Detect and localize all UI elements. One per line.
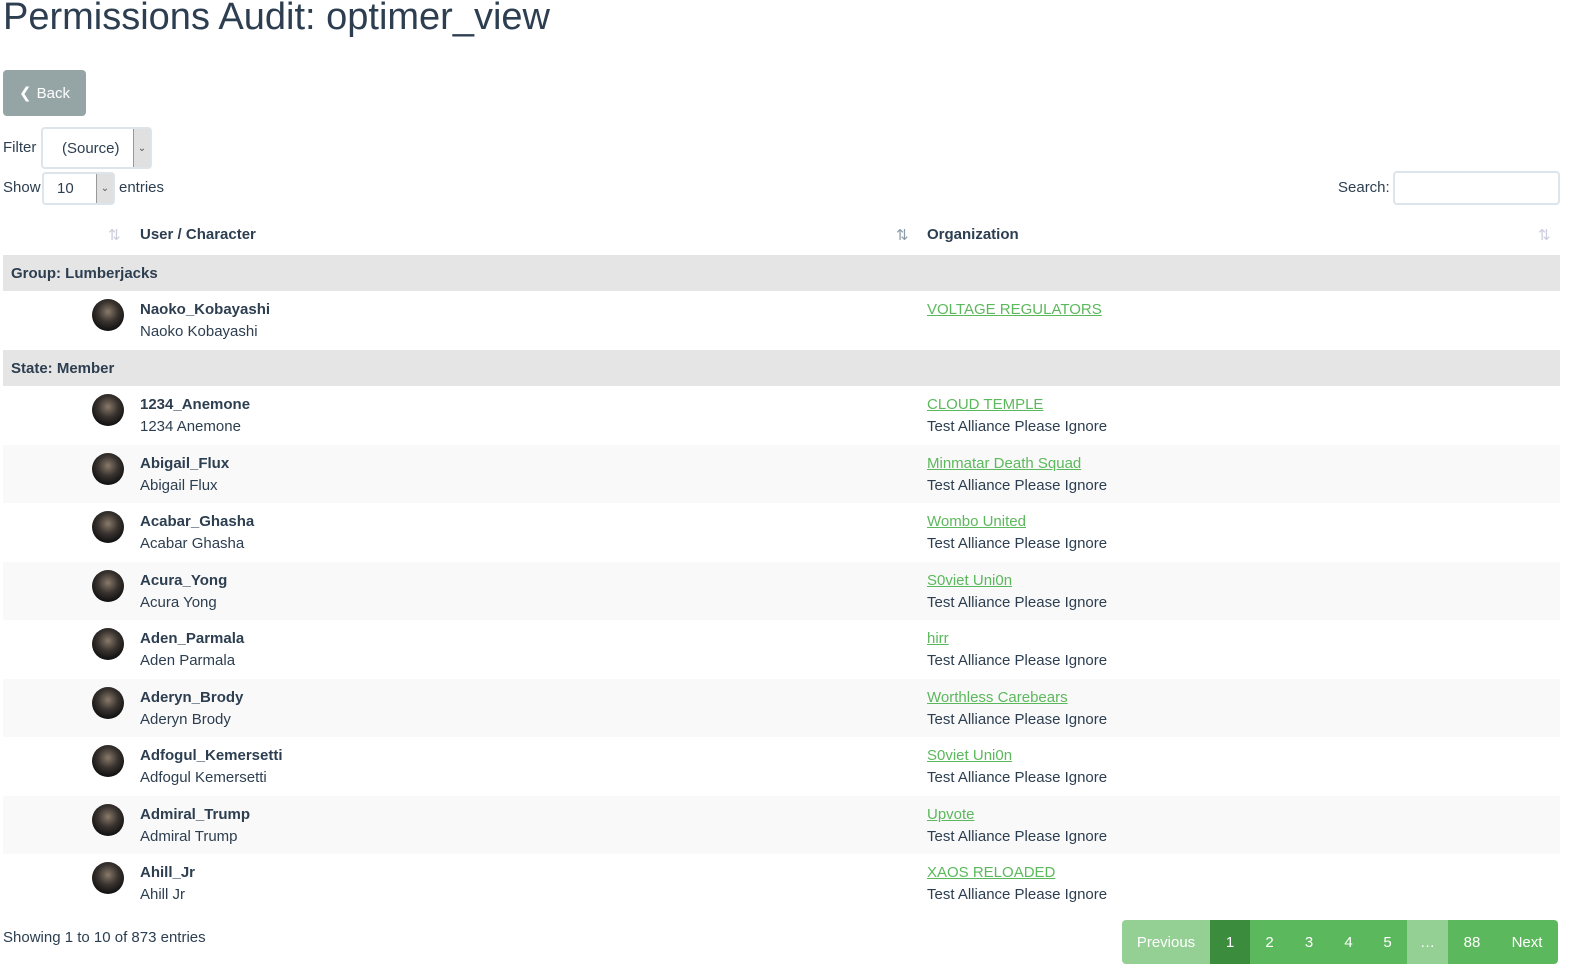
character-name: Admiral Trump bbox=[140, 827, 238, 845]
organization-link[interactable]: Upvote bbox=[927, 805, 975, 823]
user-name: Acura_Yong bbox=[140, 571, 228, 589]
page-button[interactable]: 3 bbox=[1289, 920, 1329, 964]
organization-link[interactable]: CLOUD TEMPLE bbox=[927, 396, 1044, 413]
column-user-character[interactable]: User / Character bbox=[140, 226, 256, 243]
sort-icon[interactable]: ⇅ bbox=[108, 227, 121, 244]
organization-link[interactable]: hirr bbox=[927, 630, 949, 647]
character-name: Aderyn Brody bbox=[140, 710, 231, 728]
group-header: Group: Lumberjacks bbox=[3, 255, 1560, 291]
sort-icon[interactable]: ⇅ bbox=[1538, 227, 1551, 244]
page-button[interactable]: 5 bbox=[1368, 920, 1407, 964]
alliance-name: Test Alliance Please Ignore bbox=[927, 827, 1108, 845]
entries-value: 10 bbox=[57, 180, 74, 197]
page-button[interactable]: 2 bbox=[1250, 920, 1289, 964]
table-row: 1234_Anemone 1234 Anemone CLOUD TEMPLE T… bbox=[3, 386, 1560, 444]
alliance-name: Test Alliance Please Ignore bbox=[927, 710, 1108, 728]
group-header: State: Member bbox=[3, 350, 1560, 386]
table-row: Adfogul_Kemersetti Adfogul Kemersetti S0… bbox=[3, 737, 1560, 795]
avatar bbox=[92, 394, 124, 426]
table-row: Acura_Yong Acura Yong S0viet Uni0n Test … bbox=[3, 561, 1560, 620]
user-name: Aden_Parmala bbox=[140, 630, 245, 647]
back-label: Back bbox=[36, 84, 70, 102]
organization-link[interactable]: Wombo United bbox=[927, 513, 1026, 530]
chevron-down-icon: ⌄ bbox=[133, 129, 150, 167]
sort-asc-icon[interactable]: ⇅ bbox=[896, 227, 909, 244]
character-name: 1234 Anemone bbox=[140, 418, 241, 435]
character-name: Abigail Flux bbox=[140, 476, 218, 494]
filter-select[interactable]: (Source) ⌄ bbox=[41, 127, 152, 169]
table-row: Abigail_Flux Abigail Flux Minmatar Death… bbox=[3, 444, 1560, 503]
user-name: Adfogul_Kemersetti bbox=[140, 747, 283, 764]
avatar bbox=[92, 686, 124, 719]
show-label: Show bbox=[3, 179, 41, 196]
character-name: Naoko Kobayashi bbox=[140, 323, 258, 340]
page-button[interactable]: Next bbox=[1496, 920, 1558, 964]
table-row: Naoko_Kobayashi Naoko Kobayashi VOLTAGE … bbox=[3, 291, 1560, 349]
alliance-name: Test Alliance Please Ignore bbox=[927, 769, 1108, 786]
avatar bbox=[92, 452, 124, 485]
page-button[interactable]: 88 bbox=[1448, 920, 1496, 964]
alliance-name: Test Alliance Please Ignore bbox=[927, 535, 1108, 552]
avatar bbox=[92, 862, 124, 894]
organization-link[interactable]: S0viet Uni0n bbox=[927, 571, 1013, 589]
avatar bbox=[92, 299, 124, 331]
table-row: Acabar_Ghasha Acabar Ghasha Wombo United… bbox=[3, 503, 1560, 561]
organization-link[interactable]: Worthless Carebears bbox=[927, 688, 1068, 706]
user-name: Admiral_Trump bbox=[140, 805, 251, 823]
filter-value: (Source) bbox=[62, 139, 120, 157]
back-button[interactable]: ❮ Back bbox=[3, 70, 86, 116]
character-name: Ahill Jr bbox=[140, 886, 186, 903]
alliance-name: Test Alliance Please Ignore bbox=[927, 593, 1108, 611]
avatar bbox=[92, 628, 124, 660]
page-button[interactable]: 1 bbox=[1210, 920, 1250, 964]
user-name: Aderyn_Brody bbox=[140, 688, 244, 706]
avatar bbox=[92, 745, 124, 777]
avatar bbox=[92, 511, 124, 543]
alliance-name: Test Alliance Please Ignore bbox=[927, 418, 1108, 435]
table-info: Showing 1 to 10 of 873 entries bbox=[3, 929, 206, 946]
alliance-name: Test Alliance Please Ignore bbox=[927, 476, 1108, 494]
character-name: Aden Parmala bbox=[140, 652, 236, 669]
table-row: Aden_Parmala Aden Parmala hirr Test Alli… bbox=[3, 620, 1560, 678]
character-name: Acura Yong bbox=[140, 593, 217, 611]
search-label: Search: bbox=[1338, 179, 1390, 196]
alliance-name: Test Alliance Please Ignore bbox=[927, 652, 1108, 669]
entries-label: entries bbox=[119, 179, 165, 196]
page-button: … bbox=[1407, 920, 1448, 964]
search-input[interactable] bbox=[1393, 171, 1560, 205]
table-row: Ahill_Jr Ahill Jr XAOS RELOADED Test All… bbox=[3, 854, 1560, 912]
chevron-down-icon: ⌄ bbox=[96, 174, 113, 203]
entries-select[interactable]: 10 ⌄ bbox=[42, 172, 115, 205]
character-name: Adfogul Kemersetti bbox=[140, 769, 267, 786]
avatar bbox=[92, 803, 124, 836]
avatar bbox=[92, 569, 124, 602]
user-name: Ahill_Jr bbox=[140, 864, 196, 881]
character-name: Acabar Ghasha bbox=[140, 535, 245, 552]
organization-link[interactable]: VOLTAGE REGULATORS bbox=[927, 301, 1102, 318]
filter-label: Filter bbox=[3, 139, 37, 156]
column-organization[interactable]: Organization bbox=[927, 226, 1019, 243]
page-button[interactable]: 4 bbox=[1329, 920, 1368, 964]
organization-link[interactable]: XAOS RELOADED bbox=[927, 864, 1056, 881]
page-title: Permissions Audit: optimer_view bbox=[3, 0, 550, 38]
user-name: Naoko_Kobayashi bbox=[140, 301, 271, 318]
user-name: 1234_Anemone bbox=[140, 396, 251, 413]
table-row: Admiral_Trump Admiral Trump Upvote Test … bbox=[3, 795, 1560, 854]
user-name: Abigail_Flux bbox=[140, 454, 230, 472]
page-button: Previous bbox=[1122, 920, 1210, 964]
organization-link[interactable]: Minmatar Death Squad bbox=[927, 454, 1082, 472]
user-name: Acabar_Ghasha bbox=[140, 513, 255, 530]
organization-link[interactable]: S0viet Uni0n bbox=[927, 747, 1013, 764]
chevron-left-icon: ❮ bbox=[19, 85, 32, 102]
pagination: Previous 1 2 3 4 5… 88 Next bbox=[1122, 920, 1558, 964]
table-row: Aderyn_Brody Aderyn Brody Worthless Care… bbox=[3, 678, 1560, 737]
alliance-name: Test Alliance Please Ignore bbox=[927, 886, 1108, 903]
